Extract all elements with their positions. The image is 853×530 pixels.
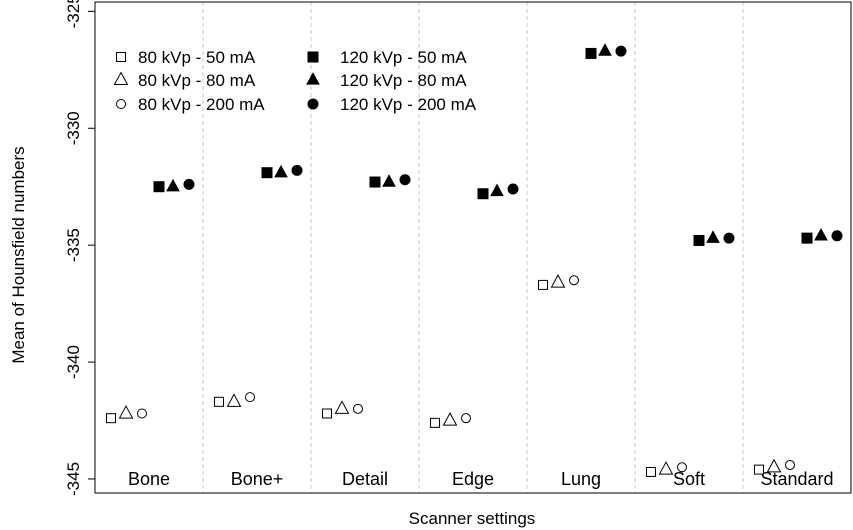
data-point xyxy=(274,164,288,178)
data-point xyxy=(766,458,782,473)
y-tick-label: -340 xyxy=(64,345,83,379)
y-tick-label: -345 xyxy=(64,462,83,496)
category-labels: Bone Bone+ Detail Edge Lung Soft Standard xyxy=(128,469,834,489)
category-label: Standard xyxy=(760,469,833,489)
data-point xyxy=(801,232,813,244)
legend-marker xyxy=(306,72,320,85)
data-point xyxy=(245,392,255,403)
data-point xyxy=(693,234,705,246)
data-point xyxy=(538,279,548,290)
data-point xyxy=(334,400,350,414)
data-point xyxy=(550,274,566,288)
legend: 80 kVp - 50 mA 80 kVp - 80 mA 80 kVp - 200… xyxy=(113,48,477,114)
data-point xyxy=(369,176,381,188)
category-label: Bone+ xyxy=(231,469,284,489)
data-point xyxy=(430,417,440,428)
data-point xyxy=(785,459,795,470)
data-point xyxy=(226,393,242,407)
data-point xyxy=(754,464,764,475)
data-point xyxy=(814,227,828,241)
data-points xyxy=(106,43,843,477)
data-point xyxy=(137,408,147,419)
legend-label: 120 kVp - 50 mA xyxy=(340,48,467,67)
category-label: Lung xyxy=(561,469,601,489)
data-point xyxy=(461,413,471,424)
data-point xyxy=(507,183,519,195)
legend-marker xyxy=(307,98,319,110)
data-point xyxy=(706,230,720,243)
data-point xyxy=(118,405,134,419)
legend-marker xyxy=(113,71,129,86)
data-point xyxy=(490,183,504,197)
category-separators xyxy=(202,2,744,493)
y-tick-label: -330 xyxy=(64,111,83,145)
y-axis: -325 -330 -335 -340 -345 xyxy=(64,0,95,496)
data-point xyxy=(291,164,303,176)
category-label: Edge xyxy=(452,469,494,489)
data-point xyxy=(353,403,363,414)
y-tick-label: -325 xyxy=(64,0,83,28)
data-point xyxy=(183,178,195,190)
data-point xyxy=(106,413,116,424)
data-point xyxy=(615,45,627,57)
data-point xyxy=(322,408,332,419)
data-point xyxy=(477,188,489,200)
category-label: Bone xyxy=(128,469,170,489)
category-label: Soft xyxy=(673,469,705,489)
legend-label: 120 kVp - 80 mA xyxy=(340,71,467,90)
legend-marker xyxy=(116,52,126,62)
legend-label: 80 kVp - 80 mA xyxy=(138,71,256,90)
data-point xyxy=(399,174,411,186)
data-point xyxy=(646,466,656,477)
legend-label: 120 kVp - 200 mA xyxy=(340,95,477,114)
legend-label: 80 kVp - 50 mA xyxy=(138,48,256,67)
data-point xyxy=(658,461,674,475)
legend-marker xyxy=(307,51,319,63)
data-point xyxy=(723,232,735,244)
x-axis-title: Scanner settings xyxy=(409,509,536,528)
data-point xyxy=(598,43,612,56)
data-point xyxy=(382,174,396,187)
y-axis-title: Mean of Hounsfield numbers xyxy=(9,146,28,363)
data-point xyxy=(166,178,180,192)
data-point xyxy=(442,412,458,426)
y-tick-label: -335 xyxy=(64,228,83,262)
data-point xyxy=(261,167,273,179)
data-point xyxy=(677,462,687,473)
data-point xyxy=(831,230,843,242)
data-point xyxy=(153,181,165,193)
data-point xyxy=(585,47,597,59)
data-point xyxy=(214,396,224,407)
category-label: Detail xyxy=(342,469,388,489)
legend-marker xyxy=(116,99,126,109)
plot-frame xyxy=(94,1,852,494)
legend-label: 80 kVp - 200 mA xyxy=(138,95,265,114)
data-point xyxy=(569,275,579,286)
